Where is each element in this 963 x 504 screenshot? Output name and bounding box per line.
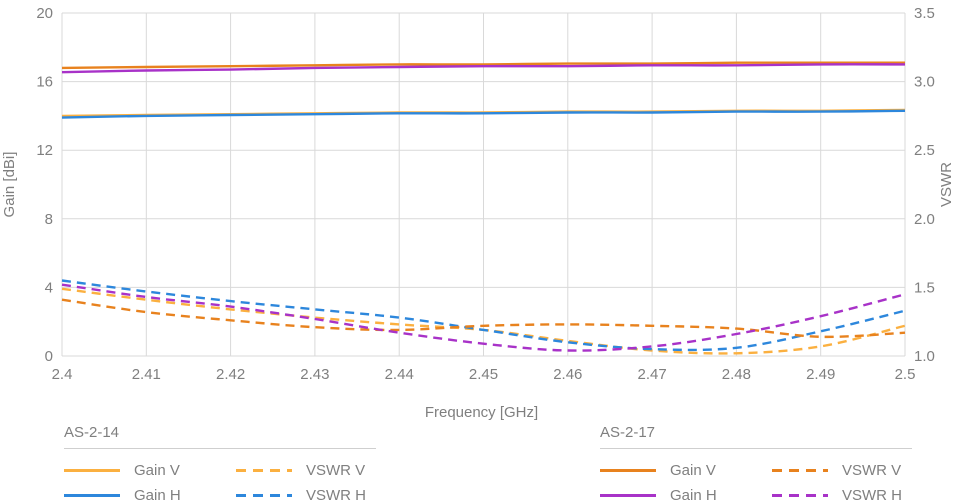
legend: AS-2-14 Gain V VSWR V Gain H VSWR H: [0, 424, 963, 504]
legend-item-label: VSWR V: [306, 462, 366, 479]
y-left-tick-label: 0: [45, 348, 53, 365]
line-swatch: [600, 494, 656, 497]
legend-item: VSWR V: [236, 462, 376, 479]
x-tick-label: 2.44: [385, 366, 414, 383]
legend-divider: [600, 448, 912, 449]
x-tick-label: 2.48: [722, 366, 751, 383]
x-tick-label: 2.42: [216, 366, 245, 383]
x-tick-label: 2.5: [895, 366, 916, 383]
series-line-as-2-17-gain-v: [61, 61, 905, 70]
legend-group-title: AS-2-14: [64, 424, 120, 441]
y-right-tick-label: 1.5: [914, 279, 935, 296]
legend-item: Gain V: [600, 462, 772, 479]
y-right-tick-label: 3.0: [914, 74, 935, 91]
series-line-as-2-14-gain-h: [61, 109, 906, 119]
y-left-tick-label: 16: [36, 74, 53, 91]
x-tick-label: 2.4: [52, 366, 73, 383]
legend-divider: [64, 448, 376, 449]
y-left-tick-label: 12: [36, 142, 53, 159]
y-right-tick-label: 2.5: [914, 142, 935, 159]
legend-item: Gain V: [64, 462, 236, 479]
dashed-line-swatch: [772, 469, 828, 472]
y-left-axis-title: Gain [dBi]: [1, 152, 18, 218]
y-left-tick-label: 4: [45, 279, 53, 296]
series-line-as-2-17-gain-h: [61, 63, 906, 74]
x-tick-label: 2.41: [132, 366, 161, 383]
gain-vswr-chart: 20 16 12 8 4 0 3.5 3.0 2.5 2.0 1.5 1.0 2.4 2.41 2.42 2.…: [1, 5, 955, 383]
x-tick-label: 2.46: [553, 366, 582, 383]
y-right-tick-label: 2.0: [914, 211, 935, 228]
x-tick-label: 2.43: [300, 366, 329, 383]
legend-item-label: VSWR H: [306, 487, 366, 504]
x-tick-label: 2.47: [637, 366, 666, 383]
x-tick-label: 2.49: [806, 366, 835, 383]
legend-item-label: Gain V: [134, 462, 180, 479]
x-tick-label: 2.45: [469, 366, 498, 383]
y-left-tick-label: 20: [36, 5, 53, 22]
line-swatch: [600, 469, 656, 472]
dashed-line-swatch: [772, 494, 828, 497]
legend-item-label: VSWR V: [842, 462, 902, 479]
legend-group-title: AS-2-17: [600, 424, 656, 441]
legend-item: VSWR H: [236, 487, 376, 504]
legend-item: Gain H: [600, 487, 772, 504]
y-right-axis-title: VSWR: [938, 162, 955, 207]
series-line-as-2-17-vswr-v: [61, 298, 906, 339]
legend-item: VSWR H: [772, 487, 912, 504]
line-swatch: [64, 469, 120, 472]
x-axis-title: Frequency [GHz]: [424, 404, 539, 421]
legend-group-as-2-14: AS-2-14 Gain V VSWR V Gain H VSWR H: [64, 424, 376, 504]
legend-group-as-2-17: AS-2-17 Gain V VSWR V Gain H VSWR H: [600, 424, 912, 504]
y-right-tick-label: 1.0: [914, 348, 935, 365]
line-swatch: [64, 494, 120, 497]
dashed-line-swatch: [236, 469, 292, 472]
legend-item: Gain H: [64, 487, 236, 504]
dashed-line-swatch: [236, 494, 292, 497]
legend-item-label: Gain V: [670, 462, 716, 479]
y-right-tick-label: 3.5: [914, 5, 935, 22]
legend-item-label: VSWR H: [842, 487, 902, 504]
series-line-as-2-14-vswr-h: [61, 279, 906, 352]
series-line-as-2-17-vswr-h: [61, 283, 906, 352]
y-left-tick-label: 8: [45, 211, 53, 228]
legend-item-label: Gain H: [134, 487, 181, 504]
legend-item: VSWR V: [772, 462, 912, 479]
legend-item-label: Gain H: [670, 487, 717, 504]
